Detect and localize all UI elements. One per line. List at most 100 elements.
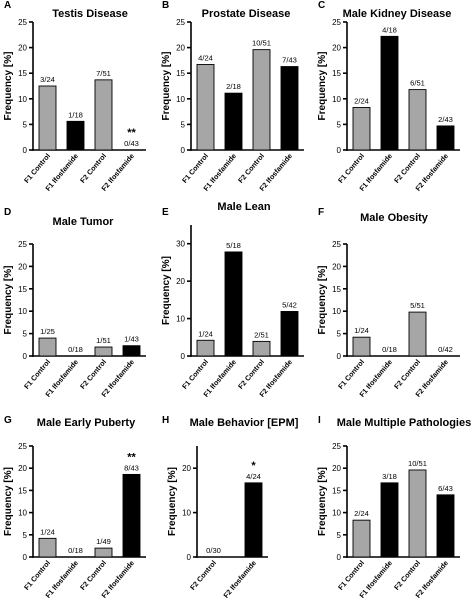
- panel-g-data-label-2: 0/18: [68, 546, 83, 555]
- panel-b-ytick-label-1: 5: [181, 120, 186, 129]
- panel-a-ytick-label-1: 5: [23, 120, 28, 129]
- panel-g-ytick-label-1: 5: [23, 531, 28, 540]
- panel-e-ytick-label-1: 10: [176, 315, 185, 324]
- panel-a-ytick-label-0: 0: [23, 146, 28, 155]
- panel-c-letter: C: [318, 0, 325, 11]
- panel-i-category-label-3: F2 Control: [392, 559, 422, 592]
- panel-e-letter: E: [162, 207, 169, 218]
- panel-a-significance-4: **: [127, 127, 136, 139]
- panel-h-title: Male Behavior [EPM]: [190, 417, 299, 429]
- panel-i-title: Male Multiple Pathologies: [337, 417, 471, 429]
- panel-g-ytick-label-5: 25: [18, 442, 27, 451]
- panel-b-category-label-1: F1 Control: [180, 152, 210, 185]
- panel-f-ytick-label-0: 0: [337, 352, 342, 361]
- panel-i-bar-2: [380, 482, 399, 558]
- panel-a-ytick-label-3: 15: [18, 69, 27, 78]
- panel-i-data-label-4: 6/43: [438, 484, 453, 493]
- panel-h-letter: H: [162, 415, 169, 426]
- panel-b-ytick-label-4: 20: [176, 44, 185, 53]
- panel-d-ytick-label-0: 0: [23, 352, 28, 361]
- panel-b-data-label-4: 7/43: [282, 56, 297, 65]
- panel-e-bar-2: [224, 251, 243, 357]
- panel-g-ytick-label-3: 15: [18, 486, 27, 495]
- panel-a-data-label-1: 3/24: [40, 75, 55, 84]
- panel-c-title: Male Kidney Disease: [343, 8, 452, 20]
- panel-h-y-label: Frequency [%]: [167, 467, 178, 536]
- panel-f-data-label-1: 1/24: [354, 326, 369, 335]
- panel-b-data-label-2: 2/18: [226, 82, 241, 91]
- panel-b-letter: B: [162, 0, 169, 11]
- panel-i-category-label-1: F1 Control: [336, 559, 366, 592]
- panel-a-ytick-label-4: 20: [18, 44, 27, 53]
- panel-i-letter: I: [318, 415, 321, 426]
- panel-b-bar-4: [280, 66, 299, 151]
- panel-f-bar-3: [408, 311, 427, 357]
- panel-e-bar-3: [252, 340, 271, 357]
- panel-b-ytick-label-0: 0: [181, 146, 186, 155]
- panel-g-category-label-1: F1 Control: [22, 559, 52, 592]
- panel-c-bar-1: [352, 107, 371, 151]
- panel-i-bar-4: [436, 494, 455, 558]
- panel-b-category-label-3: F2 Control: [236, 152, 266, 185]
- panel-h-significance-2: *: [251, 460, 256, 472]
- panel-a-bar-3: [94, 79, 113, 151]
- panel-a-y-label: Frequency [%]: [3, 52, 14, 121]
- panel-b-y-label: Frequency [%]: [161, 52, 172, 121]
- panel-g-ytick-label-4: 20: [18, 464, 27, 473]
- panel-b-data-label-3: 10/51: [252, 39, 271, 48]
- panel-f-category-label-3: F2 Control: [392, 358, 422, 391]
- panel-d-ytick-label-2: 10: [18, 307, 27, 316]
- panel-e-bar-1: [196, 339, 215, 357]
- panel-b-data-label-1: 4/24: [198, 53, 213, 62]
- panel-a-title: Testis Disease: [52, 8, 128, 20]
- panel-g-data-label-4: 8/43: [124, 463, 139, 472]
- panel-e-category-label-1: F1 Control: [180, 358, 210, 391]
- panel-d-bar-4: [122, 345, 141, 357]
- panel-g-ytick-label-2: 10: [18, 509, 27, 518]
- panel-c-ytick-label-1: 5: [337, 120, 342, 129]
- panel-c-data-label-4: 2/43: [438, 115, 453, 124]
- panel-e-data-label-3: 2/51: [254, 330, 269, 339]
- panel-h-bar-2: [244, 482, 263, 558]
- panel-f-data-label-4: 0/42: [438, 345, 453, 354]
- panel-g-bar-1: [38, 537, 57, 558]
- panel-f-title: Male Obesity: [360, 212, 429, 224]
- panel-c-category-label-3: F2 Control: [392, 152, 422, 185]
- panel-i-ytick-label-5: 25: [332, 442, 341, 451]
- panel-c-category-label-1: F1 Control: [336, 152, 366, 185]
- panel-e-data-label-1: 1/24: [198, 329, 213, 338]
- panel-b-bar-1: [196, 64, 215, 151]
- panel-f-category-label-1: F1 Control: [336, 358, 366, 391]
- panel-b-ytick-label-5: 25: [176, 18, 185, 27]
- panel-e-data-label-4: 5/42: [282, 300, 297, 309]
- panel-b-ytick-label-3: 15: [176, 69, 185, 78]
- panel-h-category-label-1: F2 Control: [188, 559, 218, 592]
- panel-b-bar-2: [224, 92, 243, 151]
- panel-h-ytick-label-2: 20: [182, 464, 191, 473]
- panel-d-data-label-3: 1/51: [96, 336, 111, 345]
- panel-a-letter: A: [4, 0, 11, 11]
- panel-e-title: Male Lean: [217, 201, 270, 213]
- panel-d-data-label-1: 1/25: [40, 327, 55, 336]
- panel-a-category-label-1: F1 Control: [22, 152, 52, 185]
- panel-a-bar-2: [66, 120, 85, 151]
- panel-d-category-label-1: F1 Control: [22, 358, 52, 391]
- panel-d-ytick-label-3: 15: [18, 285, 27, 294]
- panel-e-ytick-label-0: 0: [181, 352, 186, 361]
- panel-a-data-label-3: 7/51: [96, 69, 111, 78]
- panel-g-data-label-1: 1/24: [40, 527, 55, 536]
- panel-f-letter: F: [318, 207, 324, 218]
- panel-b-ytick-label-2: 10: [176, 95, 185, 104]
- panel-i-ytick-label-3: 15: [332, 486, 341, 495]
- panel-g-bar-4: [122, 473, 141, 558]
- panel-d-bar-1: [38, 337, 57, 357]
- panel-c-data-label-1: 2/24: [354, 97, 369, 106]
- panel-h-ytick-label-1: 10: [182, 509, 191, 518]
- panel-e-data-label-2: 5/18: [226, 241, 241, 250]
- panel-c-ytick-label-3: 15: [332, 69, 341, 78]
- panel-c-ytick-label-0: 0: [337, 146, 342, 155]
- panel-g-significance-4: **: [127, 451, 136, 463]
- panel-c-data-label-3: 6/51: [410, 79, 425, 88]
- panel-f-data-label-2: 0/18: [382, 345, 397, 354]
